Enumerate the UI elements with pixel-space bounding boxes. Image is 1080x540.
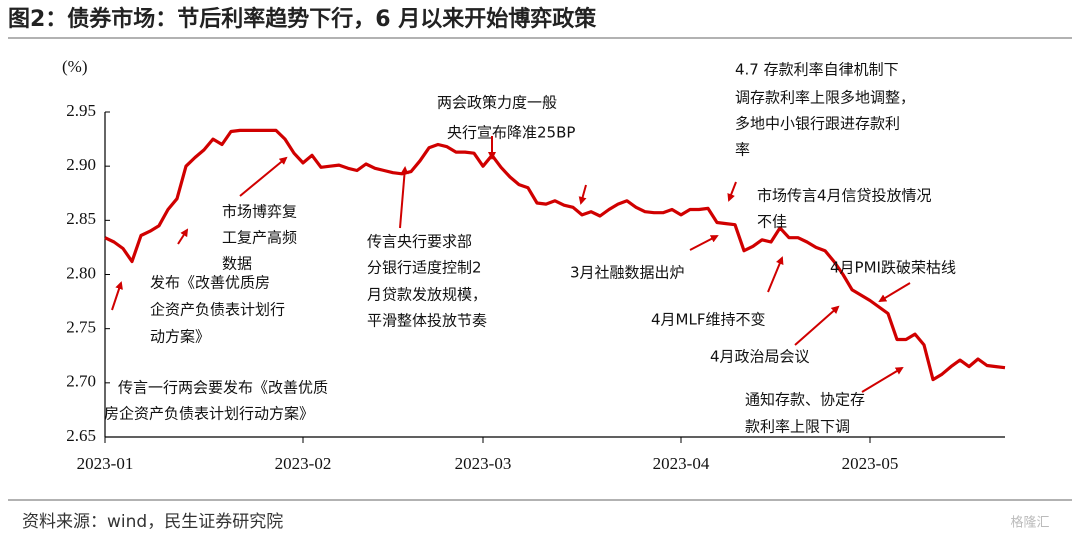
annotation: 两会政策力度一般 [437, 94, 557, 112]
annotation: 市场传言4月信贷投放情况 [757, 187, 932, 205]
arrow [578, 184, 587, 205]
y-tick-label: 2.70 [66, 372, 96, 391]
y-tick-label: 2.65 [66, 426, 96, 445]
annotation: 月贷款发放规模， [367, 286, 487, 304]
y-tick-label: 2.85 [66, 209, 96, 228]
annotation: 传言央行要求部 [367, 233, 472, 251]
annotation: 通知存款、协定存 [745, 391, 865, 409]
x-tick-label: 2023-04 [653, 454, 710, 473]
annotation: 4月政治局会议 [710, 348, 810, 366]
y-unit: (%) [62, 57, 87, 76]
annotation: 调存款利率上限多地调整， [735, 89, 915, 107]
arrow [689, 235, 719, 251]
annotation: 4月MLF维持不变 [651, 311, 765, 329]
annotation: 工复产高频 [222, 229, 297, 247]
annotation: 央行宣布降准25BP [447, 124, 575, 142]
arrow [239, 156, 288, 197]
source: 资料来源：wind，民生证券研究院 [22, 512, 283, 532]
annotation: 分银行适度控制2 [367, 259, 482, 277]
y-tick-label: 2.80 [66, 263, 96, 282]
y-tick-label: 2.90 [66, 155, 96, 174]
x-tick-label: 2023-01 [77, 454, 134, 473]
watermark: 格隆汇 [1010, 515, 1049, 531]
annotation: 多地中小银行跟进存款利 [735, 115, 900, 133]
annotation: 不佳 [757, 213, 787, 231]
annotation: 平滑整体投放节奏 [367, 312, 487, 330]
annotation: 率 [735, 141, 750, 159]
arrow [399, 166, 409, 229]
annotation: 款利率上限下调 [745, 418, 850, 436]
annotation: 市场博弈复 [222, 203, 297, 221]
line-series [104, 128, 1006, 382]
annotation: 发布《改善优质房 [150, 274, 270, 292]
arrow [794, 305, 840, 346]
annotation: 3月社融数据出炉 [570, 264, 685, 282]
annotation: 企资产负债表计划行 [150, 301, 285, 319]
arrow [767, 256, 784, 293]
arrow [878, 282, 911, 303]
y-tick-label: 2.75 [66, 318, 96, 337]
annotation: 房企资产负债表计划行动方案》 [104, 405, 314, 423]
arrow [727, 181, 737, 202]
arrow [111, 281, 123, 311]
x-tick-label: 2023-05 [842, 454, 899, 473]
annotation: 数据 [222, 255, 252, 273]
x-tick-label: 2023-03 [455, 454, 512, 473]
annotation: 4.7 存款利率自律机制下 [735, 61, 899, 79]
arrow [861, 366, 904, 393]
x-tick-label: 2023-02 [275, 454, 332, 473]
y-tick-label: 2.95 [66, 101, 96, 120]
arrow [177, 228, 189, 245]
annotation: 传言一行两会要发布《改善优质 [118, 379, 328, 397]
annotation: 4月PMI跌破荣枯线 [830, 259, 956, 277]
chart-title: 图2：债券市场：节后利率趋势下行，6 月以来开始博弈政策 [8, 6, 597, 32]
annotation: 动方案》 [150, 328, 210, 346]
